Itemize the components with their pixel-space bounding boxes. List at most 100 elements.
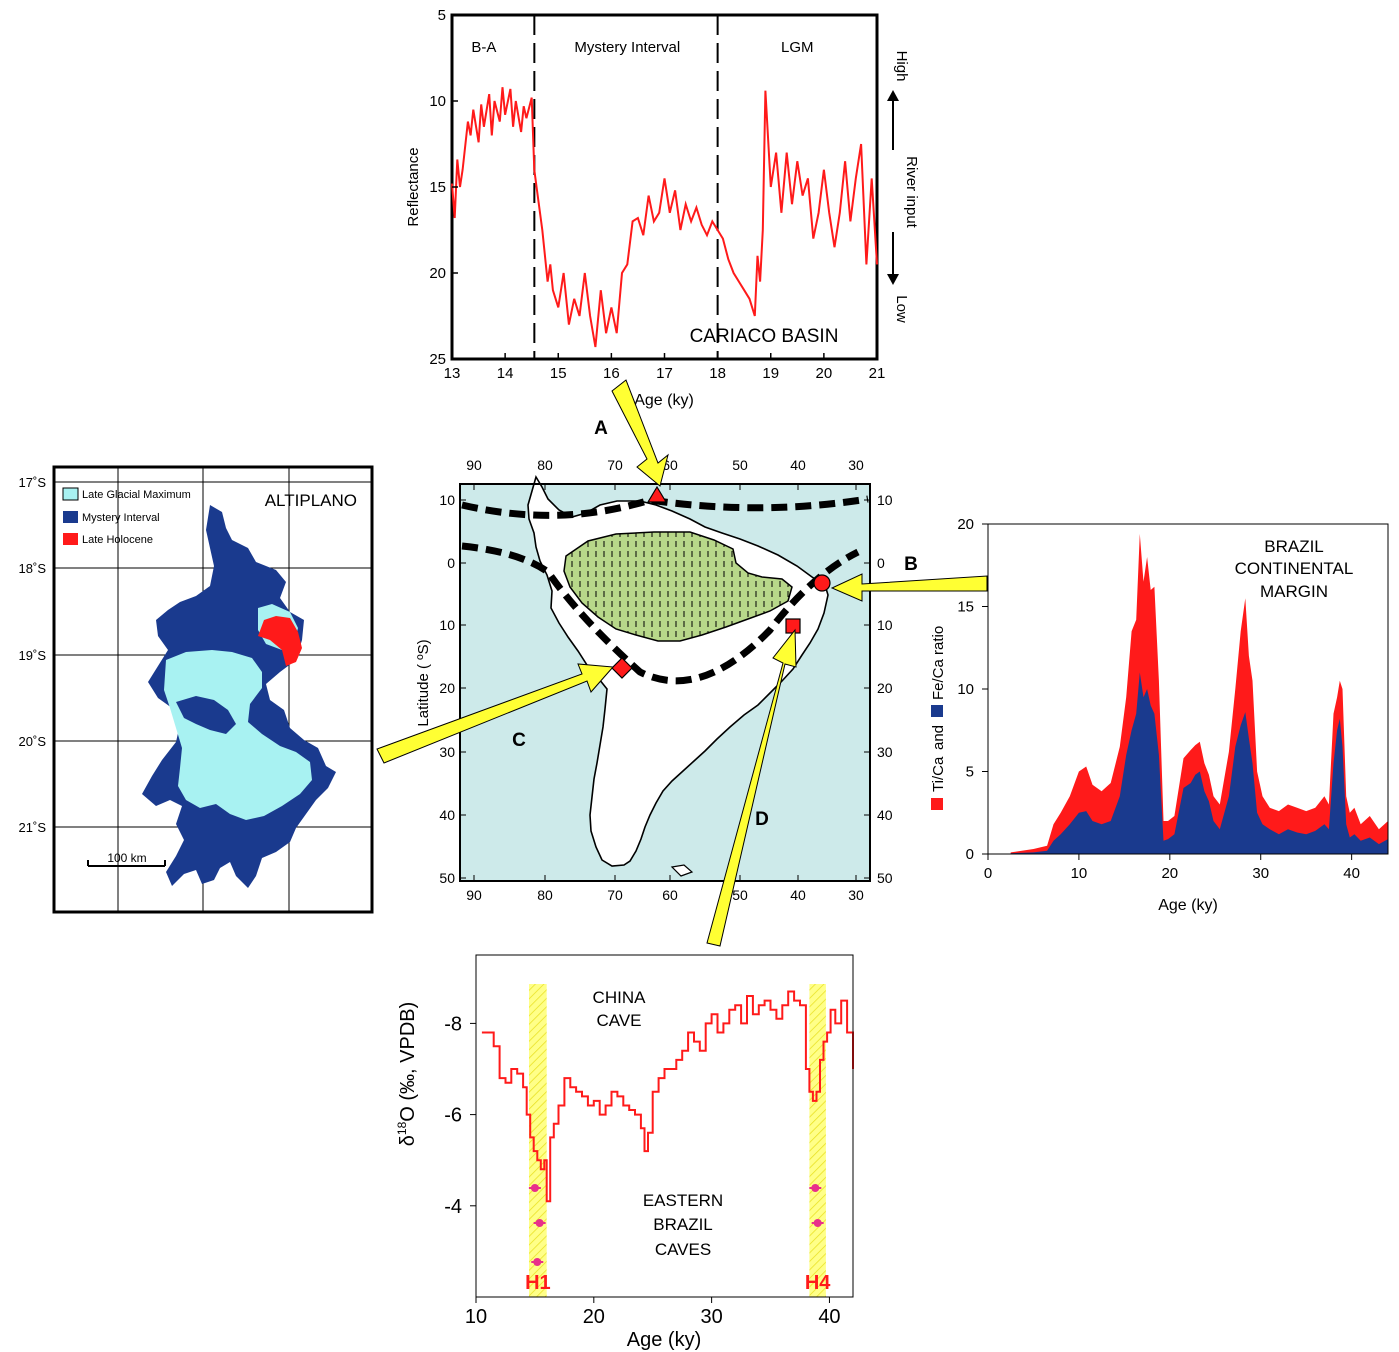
brazil-ytick-label: 5 (966, 764, 974, 781)
brazil-ylabel-and: and (930, 725, 947, 750)
brazil-ylabel: Ti/Ca and Fe/Ca ratio (930, 626, 947, 810)
cariaco-title: CARIACO BASIN (690, 326, 839, 347)
caves-upper-title-line2: CAVE (596, 1011, 641, 1030)
site-a-triangle (646, 485, 668, 503)
altiplano-late-glacial-area (164, 650, 312, 820)
cariaco-interval-lgm: LGM (781, 39, 814, 56)
map-lon-bottom-label: 90 (466, 887, 482, 903)
altiplano-mystery-interval-lake-detail (176, 696, 236, 734)
map-lon-top-label: 50 (732, 457, 748, 473)
map-lat-right-label: 40 (877, 807, 893, 823)
caves-frame (475, 954, 854, 1298)
map-lon-top-label: 90 (466, 457, 482, 473)
caves-marker-dot (813, 1219, 822, 1227)
cariaco-xtick-label: 15 (550, 365, 567, 382)
cariaco-ytick-label: 25 (429, 351, 446, 368)
caves-band-label-h4: H4 (805, 1272, 831, 1294)
arrow-c (376, 663, 615, 764)
cariaco-xtick-label: 19 (762, 365, 779, 382)
brazil-margin-chart: 0 10 20 30 40 0 5 10 15 20 BRAZIL CONTINENTAL MA… (930, 516, 1389, 914)
caves-upper-title-line1: CHINA (593, 988, 647, 1007)
brazil-ylabel-tica: Ti/Ca (930, 756, 947, 792)
letter-c: C (512, 730, 526, 751)
brazil-xlabel: Age (ky) (1158, 897, 1218, 914)
caves-marker-dot (811, 1184, 820, 1192)
map-lat-left-label: 0 (447, 555, 455, 571)
cariaco-up-arrow (887, 90, 899, 150)
caves-band-h1 (529, 984, 547, 1297)
map-lon-bottom-label: 60 (662, 887, 678, 903)
caves-xtick-label: 30 (701, 1306, 723, 1328)
map-lat-right-label: 10 (877, 492, 893, 508)
caves-marker-dot (530, 1184, 539, 1192)
cariaco-right-river: River input (903, 156, 920, 229)
cariaco-interval-ba: B-A (471, 39, 496, 56)
legend-label-late-glacial: Late Glacial Maximum (82, 489, 191, 501)
map-lat-left-label: 40 (439, 807, 455, 823)
map-lon-bottom-label: 30 (848, 887, 864, 903)
caves-chart: H1 H4 10 20 30 40 -8-6-4 CHINA CAVE EASTERN … (395, 954, 854, 1351)
connector-arrows (376, 379, 988, 947)
caves-lower-title-line3: CAVES (655, 1240, 711, 1259)
map-lat-right-label: 10 (877, 617, 893, 633)
cariaco-frame (450, 13, 879, 361)
brazil-ytick-label: 0 (966, 846, 974, 863)
map-lat-left-label: 20 (439, 680, 455, 696)
altiplano-scale-label: 100 km (107, 851, 146, 865)
cariaco-xtick-label: 20 (816, 365, 833, 382)
altiplano-lat-19: 19˚S (19, 648, 47, 663)
cariaco-ytick-label: 10 (429, 93, 446, 110)
brazil-title-line3: MARGIN (1260, 582, 1328, 601)
map-lon-top-label: 70 (607, 457, 623, 473)
caves-ylabel: δ18O (‰, VPDB) (395, 1002, 419, 1147)
south-america-map: 90 80 70 60 50 40 30 90 80 70 60 50 40 30 1001020304… (415, 457, 893, 903)
map-lat-left-label: 30 (439, 744, 455, 760)
brazil-ytick-label: 15 (957, 599, 974, 616)
letter-d: D (755, 809, 769, 830)
map-frame (459, 483, 871, 882)
site-d-square (785, 618, 801, 634)
caves-band-label-h1: H1 (525, 1272, 551, 1294)
cariaco-ytick-label: 20 (429, 265, 446, 282)
caves-lower-title-line1: EASTERN (643, 1191, 723, 1210)
legend-swatch-late-holocene (63, 533, 78, 545)
cariaco-xtick-label: 13 (444, 365, 461, 382)
brazil-xtick-label: 30 (1252, 865, 1269, 882)
cariaco-xtick-label: 17 (656, 365, 673, 382)
brazil-fe-ca-area (1010, 672, 1388, 854)
map-ylabel: Latitude ( ºS) (415, 639, 432, 726)
cariaco-right-high: High (893, 51, 910, 82)
brazil-xtick-label: 0 (984, 865, 992, 882)
brazil-ylabel-blue-swatch (931, 705, 943, 717)
map-lat-left-label: 50 (439, 870, 455, 886)
cariaco-right-low: Low (893, 295, 910, 323)
brazil-ylabel-red-swatch (931, 798, 943, 810)
caves-xtick-label: 40 (818, 1306, 840, 1328)
arrow-b (830, 573, 988, 602)
map-lon-top-label: 30 (848, 457, 864, 473)
map-lat-right-label: 30 (877, 744, 893, 760)
caves-ytick-label: -4 (444, 1196, 462, 1218)
map-lon-bottom-label: 40 (790, 887, 806, 903)
altiplano-title: ALTIPLANO (265, 491, 357, 510)
brazil-xtick-label: 20 (1161, 865, 1178, 882)
caves-marker-dot (535, 1219, 544, 1227)
cariaco-xtick-label: 14 (497, 365, 514, 382)
caves-xlabel: Age (ky) (627, 1329, 701, 1351)
cariaco-ylabel: Reflectance (405, 147, 422, 226)
map-lon-top-label: 40 (790, 457, 806, 473)
arrow-d (706, 628, 797, 947)
map-lat-left-label: 10 (439, 492, 455, 508)
altiplano-map: Late Glacial Maximum Mystery Interval La… (19, 465, 374, 914)
cariaco-down-arrow (887, 232, 899, 285)
cariaco-ytick-label: 15 (429, 179, 446, 196)
cariaco-xlabel: Age (ky) (634, 392, 694, 409)
caves-marker-dot (533, 1258, 542, 1266)
letter-b: B (904, 554, 918, 575)
cariaco-xtick-label: 16 (603, 365, 620, 382)
cariaco-ytick-label: 5 (438, 7, 446, 24)
brazil-title-line2: CONTINENTAL (1235, 559, 1354, 578)
caves-xtick-label: 10 (465, 1306, 487, 1328)
legend-label-late-holocene: Late Holocene (82, 534, 153, 546)
brazil-title-line1: BRAZIL (1264, 537, 1324, 556)
